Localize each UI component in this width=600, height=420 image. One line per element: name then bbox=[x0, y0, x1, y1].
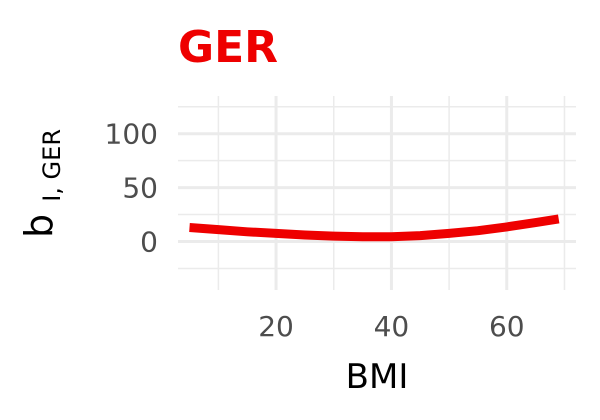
y-tick-labels: 0 50 100 bbox=[105, 118, 158, 259]
y-axis-label-group: b I, GER bbox=[17, 129, 66, 238]
y-tick-label: 100 bbox=[105, 118, 158, 151]
y-axis-label-subscript: I, GER bbox=[38, 129, 66, 202]
svg-text:b I, GER: b I, GER bbox=[17, 129, 66, 238]
line-layer bbox=[189, 214, 560, 242]
x-axis-label: BMI bbox=[346, 357, 409, 397]
x-tick-label: 20 bbox=[258, 310, 294, 343]
x-tick-labels: 20 40 60 bbox=[258, 310, 524, 343]
chart-title: GER bbox=[178, 22, 278, 73]
x-tick-label: 40 bbox=[374, 310, 410, 343]
x-tick-label: 60 bbox=[489, 310, 525, 343]
grid bbox=[178, 96, 576, 290]
y-tick-label: 0 bbox=[140, 226, 158, 259]
y-tick-label: 50 bbox=[122, 172, 158, 205]
series-line bbox=[189, 214, 560, 242]
y-axis-label: b bbox=[17, 214, 61, 238]
